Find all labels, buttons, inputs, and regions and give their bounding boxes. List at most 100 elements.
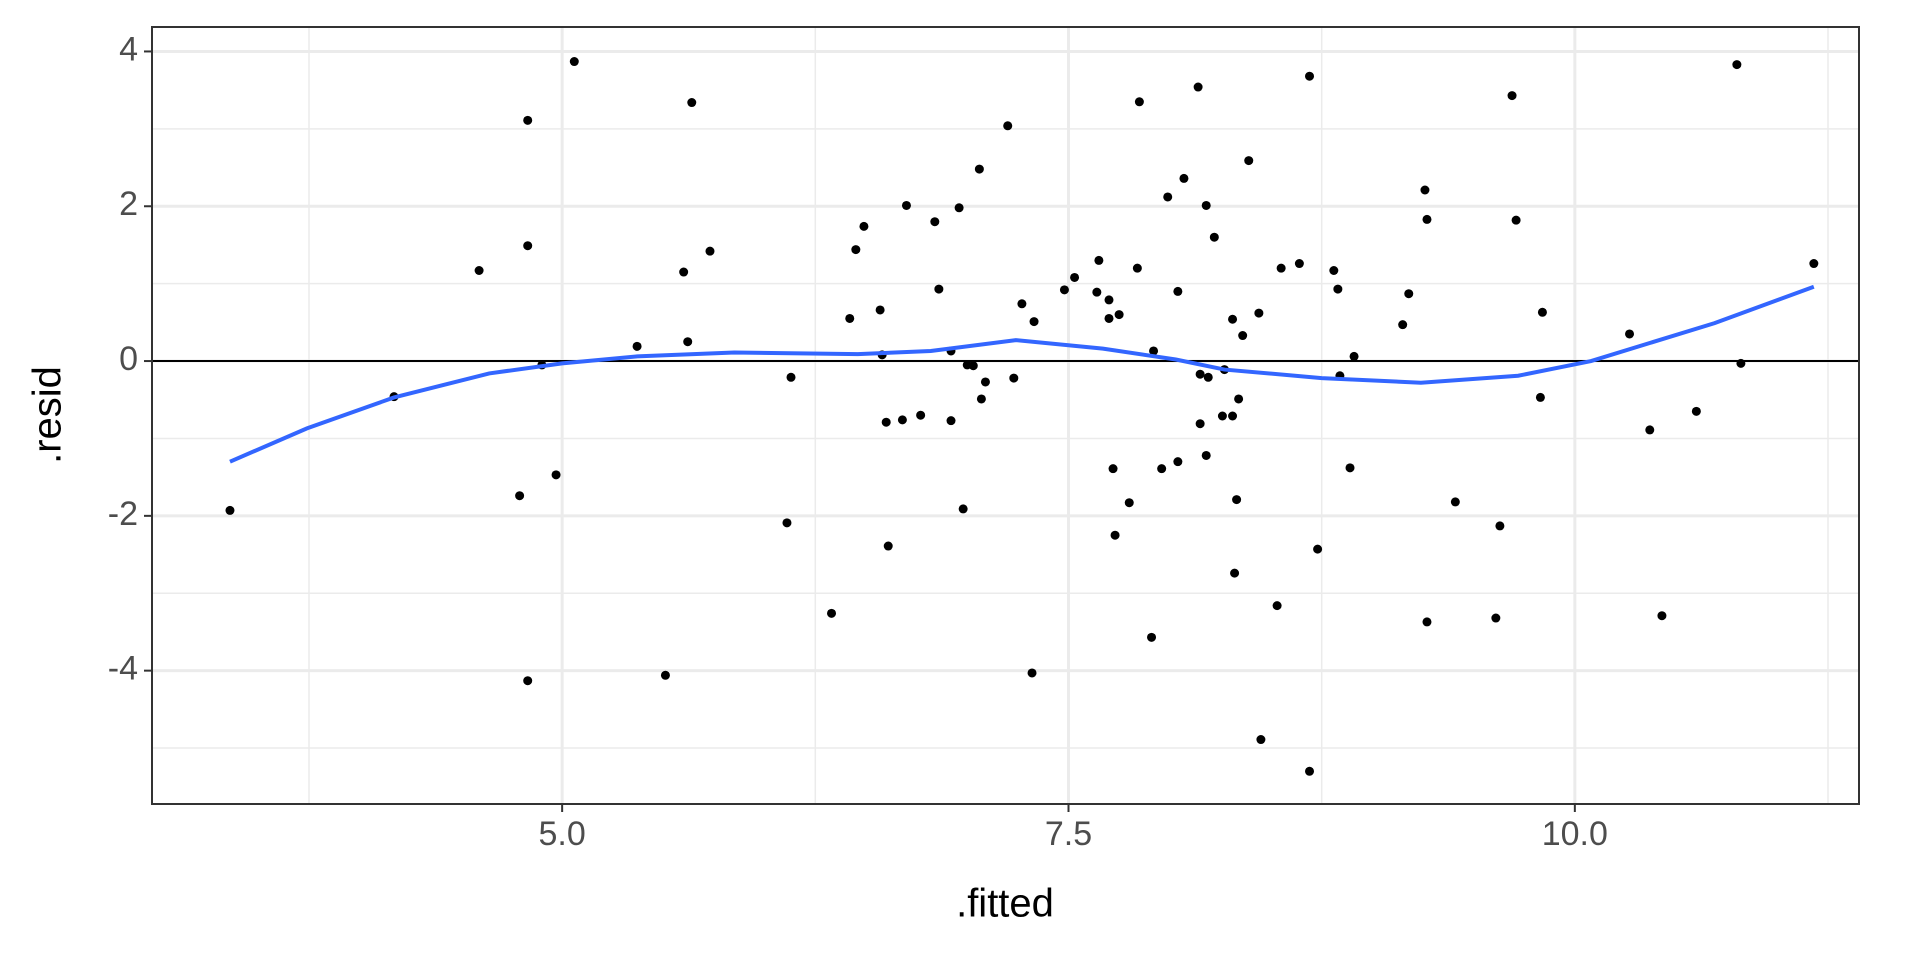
point [1349,351,1359,361]
point [1195,369,1205,379]
point [1305,766,1315,776]
point [1537,307,1547,317]
point [1398,320,1408,330]
point [1305,71,1315,81]
point [1422,214,1432,224]
point [660,670,670,680]
point [1244,156,1254,166]
point [1313,544,1323,554]
point [1009,373,1019,383]
point [1736,358,1746,368]
point [786,372,796,382]
point [687,98,697,108]
point [1027,668,1037,678]
point [1422,617,1432,627]
point [1017,299,1027,309]
x-tick-label: 5.0 [539,815,586,853]
point [1108,464,1118,474]
point [1238,331,1248,341]
point [1094,255,1104,265]
point [1195,419,1205,429]
x-tick-label: 7.5 [1045,815,1092,853]
point [958,504,968,514]
point [1232,495,1242,505]
point [859,221,869,231]
point [881,417,891,427]
point [1256,735,1266,745]
point [875,305,885,315]
point [883,541,893,551]
point [1029,317,1039,327]
panel-border [151,26,1860,805]
point [1345,463,1355,473]
y-tick-label: -2 [108,495,138,533]
point [1104,313,1114,323]
point [934,284,944,294]
point [1491,613,1501,623]
point [901,200,911,210]
point [1059,285,1069,295]
point [1147,632,1157,642]
point [1294,259,1304,269]
point [523,115,533,125]
point [1625,329,1635,339]
point [974,164,984,174]
point [523,241,533,251]
point [1149,346,1159,356]
point [632,341,642,351]
y-tick-label: 4 [119,30,138,68]
point [1134,97,1144,107]
point [551,470,561,480]
point [705,246,715,256]
point [1157,464,1167,474]
point [1003,121,1013,131]
point [897,415,907,425]
point [1193,82,1203,92]
y-tick-label: 0 [119,340,138,378]
point [1163,192,1173,202]
point [1092,287,1102,297]
point [1272,601,1282,611]
point [851,245,861,255]
point [1201,200,1211,210]
point [523,676,533,686]
point [683,337,693,347]
point [980,377,990,387]
point [1173,457,1183,467]
point [1234,394,1244,404]
y-axis-title: .resid [26,366,70,464]
y-tick-label: -4 [108,650,138,688]
point [1657,611,1667,621]
axes: 5.0 7.5 10.0 -4 -2 0 2 4 [108,30,1608,853]
point [1217,411,1227,421]
point [1114,310,1124,320]
point [225,505,235,515]
point [946,416,956,426]
x-axis-title: .fitted [956,882,1054,926]
marks [152,57,1859,776]
point [976,394,986,404]
point [1070,272,1080,282]
point [1209,232,1219,242]
point [930,217,940,227]
smooth-line [229,284,1815,464]
point [1450,497,1460,507]
point [474,265,484,275]
point [1228,314,1238,324]
x-tick-label: 10.0 [1542,815,1608,853]
point [1732,60,1742,70]
point [1333,284,1343,294]
point [1420,185,1430,195]
point [1132,263,1142,273]
point [916,410,926,420]
point [1276,263,1286,273]
point [1495,521,1505,531]
point [1124,498,1134,508]
point [1691,406,1701,416]
point [782,518,792,528]
point [1809,259,1819,269]
y-tick-label: 2 [119,185,138,223]
point [1201,450,1211,460]
point [1507,91,1517,101]
